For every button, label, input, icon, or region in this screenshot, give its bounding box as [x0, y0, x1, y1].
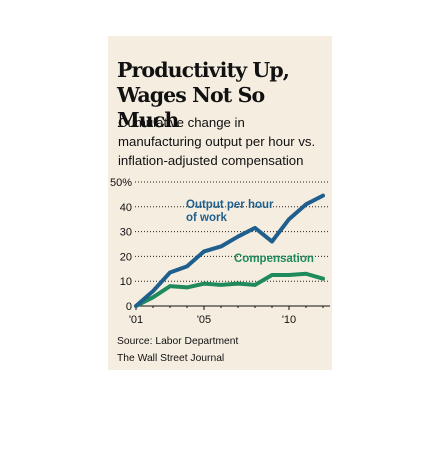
chart-card: Productivity Up, Wages Not So Much Cumul…	[108, 36, 332, 370]
chart-title: Productivity Up, Wages Not So Much	[117, 58, 331, 133]
chart-credit: The Wall Street Journal	[117, 353, 225, 364]
x-tick-label: '01	[129, 314, 143, 326]
axes: 50% 40 30 20 10 0'01 '05 '10	[110, 177, 330, 326]
chart-subtitle-line-1: Cumulative change in	[118, 115, 245, 130]
x-tick-label: '10	[282, 314, 296, 326]
series-lines	[134, 193, 325, 308]
grid-lines	[135, 181, 330, 282]
y-tick-label: 0	[126, 301, 132, 313]
series-line-compensation	[134, 271, 325, 308]
series-label-output-line-1: Output per hour	[186, 199, 274, 211]
y-tick-label: 40	[120, 202, 132, 214]
series-label-output-line-2: of work	[186, 212, 227, 224]
x-tick-label: '05	[197, 314, 211, 326]
series-label-compensation: Compensation	[234, 253, 314, 265]
chart-subtitle-line-2: manufacturing output per hour vs.	[118, 134, 316, 149]
y-tick-label: 10	[120, 276, 132, 288]
y-tick-label: 20	[120, 251, 132, 263]
y-tick-label: 30	[120, 227, 132, 239]
series-line-output	[134, 193, 325, 308]
line-chart: 50% 40 30 20 10 0'01 '05 '10 Output per hourof …	[110, 177, 330, 326]
chart-title-line-1: Productivity Up,	[117, 58, 290, 82]
chart-subtitle-line-3: inflation-adjusted compensation	[118, 153, 304, 168]
chart-subtitle: Cumulative change in manufacturing outpu…	[118, 113, 332, 170]
y-tick-label: 50%	[110, 177, 132, 189]
chart-source: Source: Labor Department	[117, 336, 239, 347]
chart-title-line-2: Wages Not So Much	[117, 83, 265, 132]
